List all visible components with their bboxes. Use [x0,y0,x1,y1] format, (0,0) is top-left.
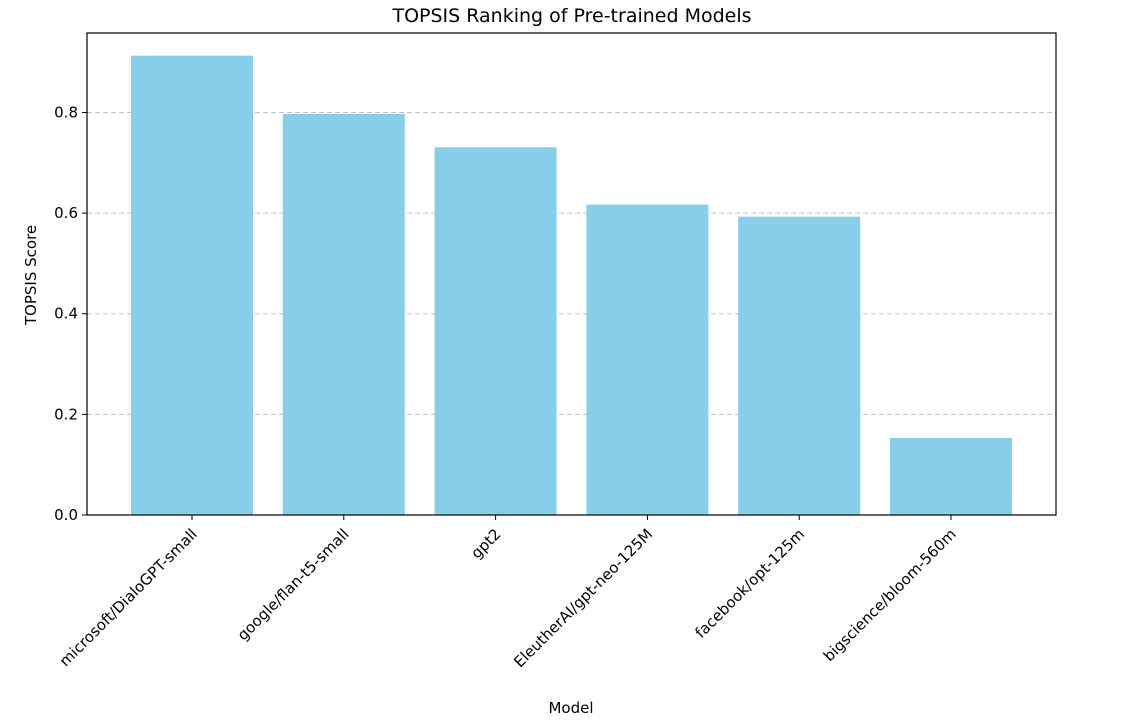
y-tick-label: 0.4 [54,305,78,323]
plot-frame [86,32,1057,516]
bar [890,438,1012,515]
bar [738,216,861,515]
bar [586,204,709,515]
y-tick-label: 0.0 [54,506,78,524]
x-axis-label: Model [548,699,593,717]
x-tick-label: bigscience/bloom-560m [820,525,960,665]
x-axis-ticks: microsoft/DialoGPT-small google/flan-t5-s… [56,515,960,671]
x-tick-label: google/flan-t5-small [234,525,353,644]
x-tick-label: facebook/opt-125m [691,525,808,642]
y-tick-label: 0.8 [54,103,78,121]
x-tick-label: gpt2 [467,525,504,562]
x-tick-label: microsoft/DialoGPT-small [56,525,201,670]
y-axis-ticks: 0.0 0.2 0.4 0.6 0.8 [54,103,87,524]
chart-title: TOPSIS Ranking of Pre-trained Models [391,5,751,27]
y-axis-label: TOPSIS Score [22,225,40,326]
y-tick-label: 0.6 [54,204,78,222]
bar [282,114,405,515]
bar [434,147,557,515]
x-tick-label: EleutherAI/gpt-neo-125M [510,525,656,671]
y-tick-label: 0.2 [54,405,78,423]
bar [131,55,253,515]
bars [131,55,1012,515]
